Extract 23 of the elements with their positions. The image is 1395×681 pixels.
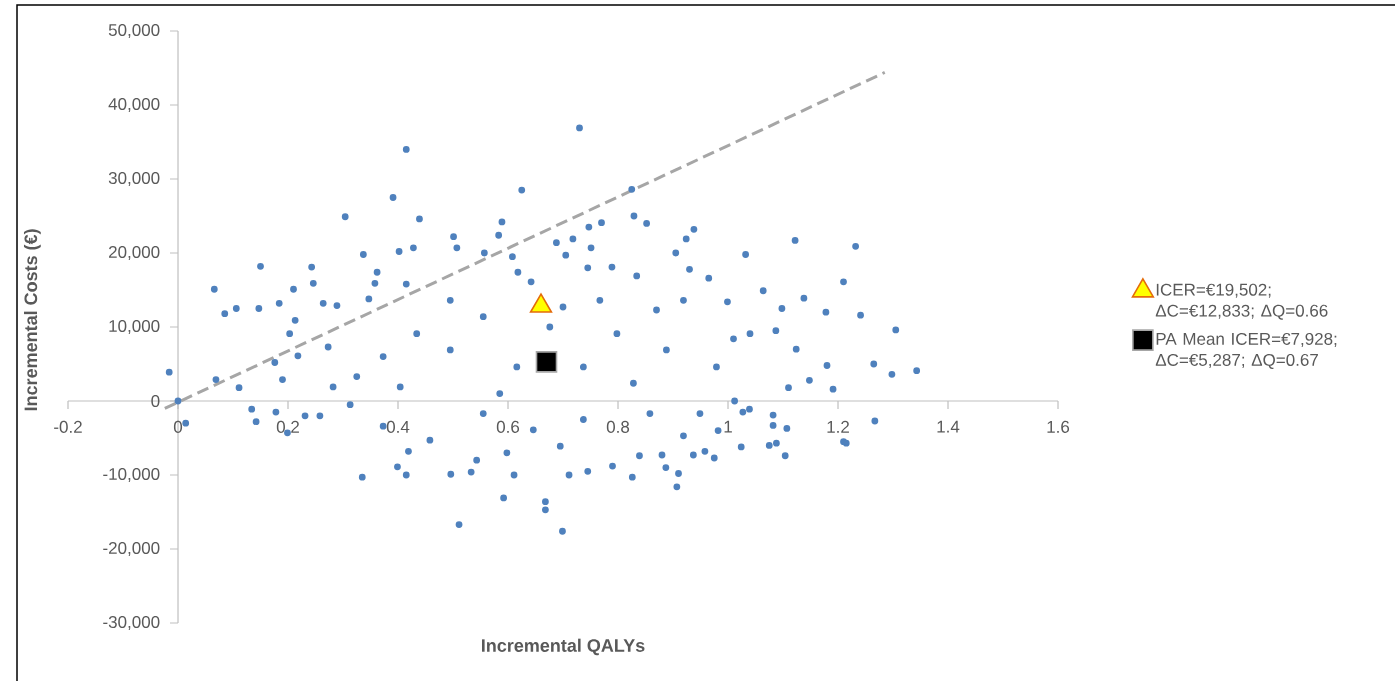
x-tick-label: 1.6 [1047, 420, 1070, 433]
y-tick-label: -20,000 [103, 541, 160, 557]
legend-label: ICER=€19,502; ΔC=€12,833; ΔQ=0.66 [1155, 283, 1328, 320]
x-tick-label: 1.4 [937, 420, 960, 433]
x-axis-title: Incremental QALYs [482, 638, 645, 656]
y-tick-label: 20,000 [109, 245, 160, 261]
y-tick-label: 10,000 [109, 319, 160, 335]
y-tick-label: 0 [151, 394, 160, 408]
y-tick-label: 50,000 [108, 23, 160, 39]
x-tick-label: 0.2 [276, 420, 299, 433]
x-tick-label: 0 [173, 420, 183, 433]
x-tick-label: -0.2 [54, 420, 82, 433]
y-tick-label: 30,000 [108, 171, 160, 187]
x-tick-label: 0.8 [606, 420, 630, 433]
x-tick-label: 1.2 [827, 420, 849, 433]
y-tick-label: 40,000 [108, 97, 160, 113]
legend-label: PA Mean ICER=€7,928; ΔC=€5,287; ΔQ=0.67 [1155, 332, 1337, 369]
y-tick-label: -30,000 [103, 615, 160, 631]
y-tick-label: -10,000 [103, 467, 160, 483]
x-tick-label: 0.4 [386, 420, 410, 433]
x-tick-label: 1 [724, 420, 732, 433]
x-tick-label: 0.6 [496, 420, 520, 433]
y-axis-title: Incremental Costs (€) [23, 229, 41, 411]
